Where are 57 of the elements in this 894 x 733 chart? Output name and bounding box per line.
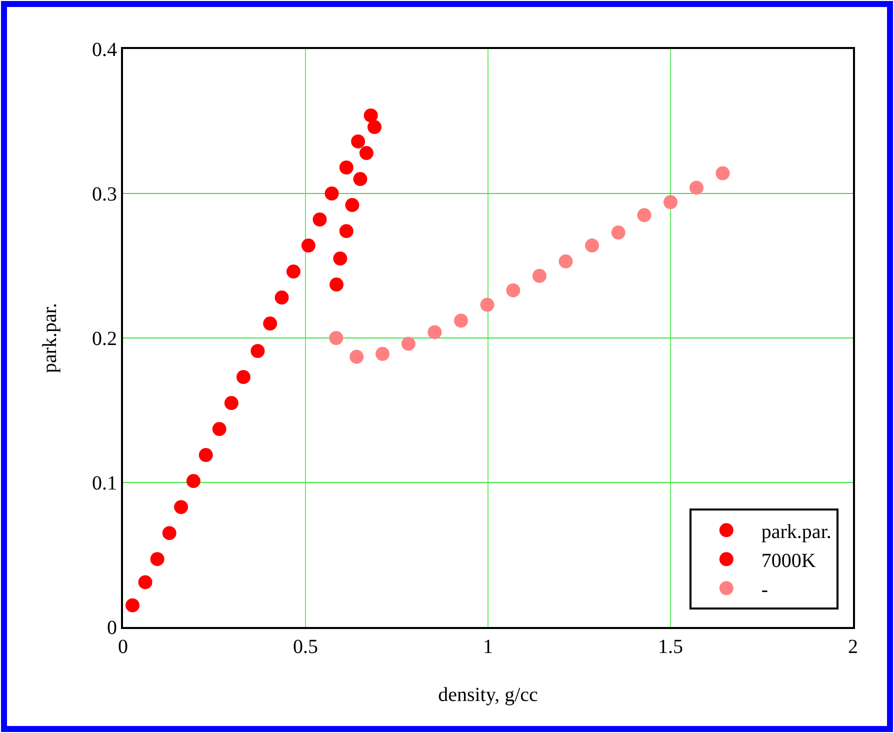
point (236, 370, 250, 384)
point (376, 346, 390, 361)
point (263, 316, 278, 331)
point (716, 166, 730, 180)
y-tick-label: 0 (107, 617, 117, 639)
point (664, 195, 678, 210)
x-axis-title: density, g/cc (438, 684, 538, 706)
point (150, 552, 164, 566)
y-tick-label: 0.2 (92, 328, 117, 350)
point (162, 526, 176, 540)
y-tick-label: 0.4 (92, 39, 117, 61)
point (324, 186, 339, 200)
x-tick-label: 2 (848, 636, 858, 658)
point (274, 290, 289, 305)
point (359, 146, 374, 160)
point (506, 283, 520, 298)
point (329, 331, 344, 345)
point (351, 134, 366, 148)
legend-label: 7000K (761, 550, 816, 572)
point (301, 238, 316, 253)
point (367, 120, 382, 134)
point (345, 198, 360, 212)
point (532, 268, 546, 283)
point (212, 422, 226, 436)
point (689, 180, 704, 195)
point (401, 336, 416, 351)
y-tick-label: 0.3 (92, 184, 117, 206)
y-axis-title: park.par. (39, 303, 61, 373)
point (428, 325, 442, 340)
point (198, 448, 213, 462)
point (125, 598, 140, 612)
x-tick-label: 1 (483, 636, 493, 658)
y-tick-label: 0.1 (92, 472, 117, 494)
point (353, 172, 368, 186)
point (138, 575, 152, 590)
point (558, 254, 573, 268)
point (339, 160, 354, 174)
point (312, 212, 327, 227)
point (480, 298, 494, 312)
legend-label: park.par. (761, 520, 832, 543)
point (330, 278, 344, 292)
point (611, 226, 626, 240)
point (224, 396, 238, 410)
point (585, 238, 600, 253)
point (637, 208, 652, 222)
point (286, 264, 300, 279)
x-tick-label: 0.5 (293, 636, 318, 658)
point (350, 350, 364, 364)
point (333, 252, 348, 266)
point (339, 224, 354, 238)
point (186, 474, 200, 488)
point (454, 314, 468, 328)
point (174, 500, 188, 514)
legend-label: - (761, 578, 768, 601)
point (364, 108, 378, 122)
point (250, 344, 265, 358)
x-tick-label: 1.5 (658, 636, 683, 658)
